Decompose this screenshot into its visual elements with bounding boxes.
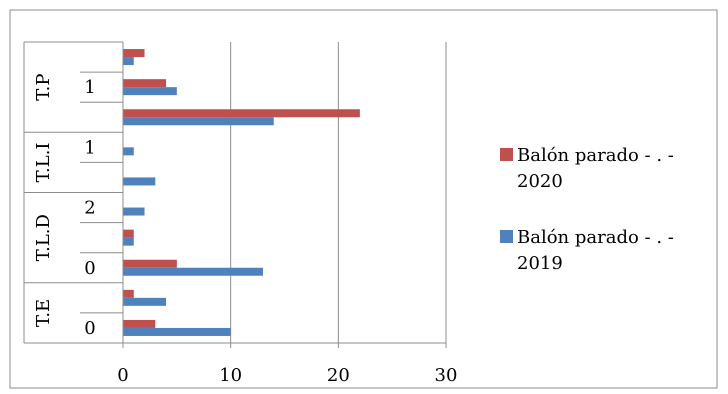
group-label: T.L.D — [33, 214, 54, 261]
chart-area-border — [9, 9, 718, 389]
bar — [123, 319, 156, 328]
x-tick-label: 20 — [327, 365, 350, 386]
bar — [123, 237, 134, 246]
legend-swatch — [500, 148, 513, 161]
bar — [123, 327, 231, 336]
x-tick-labels: 0 10 20 30 — [117, 365, 457, 386]
x-tick-label: 30 — [435, 365, 458, 386]
sub-category-label: 2 — [84, 198, 95, 219]
axes — [23, 41, 446, 344]
bar — [123, 109, 360, 118]
legend-label-year: 2019 — [517, 253, 563, 274]
bar — [123, 177, 156, 186]
bar — [123, 147, 134, 156]
x-tick-label: 10 — [219, 365, 242, 386]
legend-label: Balón parado - . - — [517, 145, 674, 166]
legend-swatch — [500, 230, 513, 243]
group-label: T.E — [33, 299, 54, 327]
legend-label-year: 2020 — [517, 171, 563, 192]
sub-category-label: 1 — [84, 137, 95, 158]
legend-item: Balón parado - . - 2019 — [500, 227, 674, 274]
bar — [123, 207, 145, 216]
legend-label: Balón parado - . - — [517, 227, 674, 248]
bar — [123, 289, 134, 298]
bar — [123, 267, 263, 276]
bar — [123, 49, 145, 58]
legend-item: Balón parado - . - 2020 — [500, 145, 674, 192]
sub-category-label: 0 — [84, 258, 95, 279]
bar — [123, 57, 134, 66]
bar — [123, 79, 167, 88]
bar — [123, 297, 167, 306]
bar — [123, 229, 134, 238]
sub-category-label: 1 — [84, 77, 95, 98]
group-label: T.L.I — [33, 142, 54, 182]
bars — [123, 49, 360, 336]
x-tick-label: 0 — [117, 365, 128, 386]
group-labels: T.P T.L.I T.L.D T.E — [33, 74, 54, 327]
sub-category-labels: 1 1 2 0 0 — [84, 77, 95, 339]
bar — [123, 259, 177, 268]
sub-category-label: 0 — [84, 318, 95, 339]
chart-border — [9, 9, 718, 389]
group-label: T.P — [33, 74, 54, 101]
bar — [123, 87, 177, 96]
bar — [123, 117, 274, 126]
